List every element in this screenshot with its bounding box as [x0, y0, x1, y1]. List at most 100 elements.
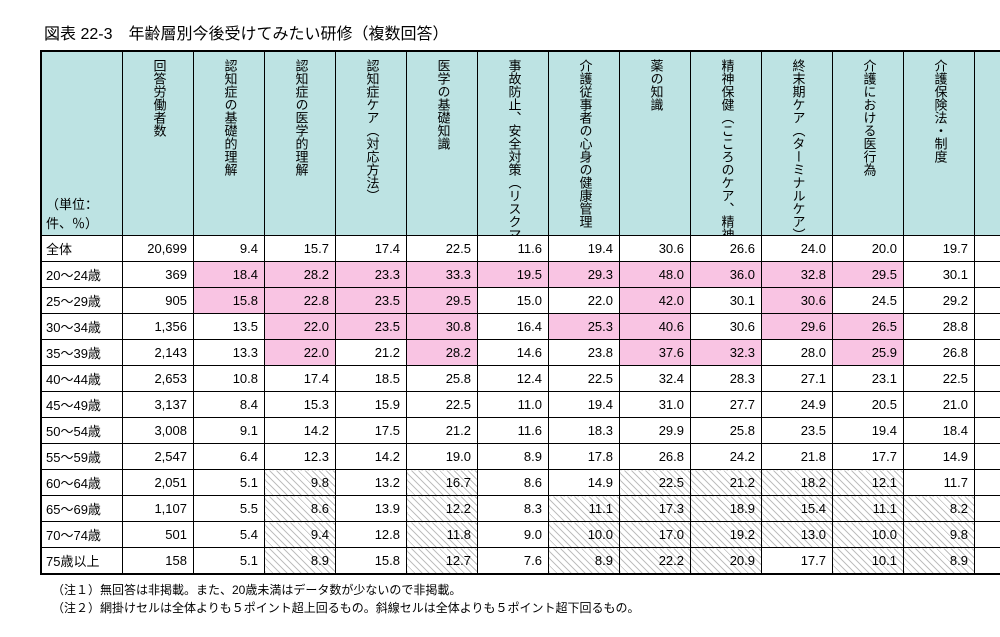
data-cell: 12.1 — [833, 470, 904, 496]
column-header: 認知症の医学的理解 — [265, 51, 336, 236]
data-cell: 14.2 — [336, 444, 407, 470]
data-cell: 15.5 — [975, 314, 1000, 340]
data-cell: 9.1 — [194, 418, 265, 444]
data-cell: 158 — [123, 548, 194, 575]
data-cell: 30.1 — [904, 262, 975, 288]
data-cell: 8.6 — [975, 444, 1000, 470]
data-cell: 9.0 — [478, 522, 549, 548]
data-cell: 28.2 — [407, 340, 478, 366]
data-cell: 10.0 — [549, 522, 620, 548]
data-cell: 11.1 — [549, 496, 620, 522]
table-row: 30～34歳1,35613.522.023.530.816.425.340.63… — [41, 314, 1000, 340]
data-cell: 14.9 — [904, 444, 975, 470]
table-row: 60～64歳2,0515.19.813.216.78.614.922.521.2… — [41, 470, 1000, 496]
data-cell: 17.7 — [762, 548, 833, 575]
data-cell: 13.9 — [336, 496, 407, 522]
data-cell: 9.8 — [904, 522, 975, 548]
data-cell: 21.2 — [407, 418, 478, 444]
data-table: （単位：件、％） 回答労働者数認知症の基礎的理解認知症の医学的理解認知症ケア（対… — [40, 50, 1000, 575]
data-cell: 16.4 — [478, 314, 549, 340]
data-cell: 27.1 — [762, 366, 833, 392]
data-cell: 7.6 — [478, 548, 549, 575]
data-cell: 28.3 — [691, 366, 762, 392]
data-cell: 12.4 — [478, 366, 549, 392]
data-cell: 13.2 — [336, 470, 407, 496]
data-cell: 29.5 — [833, 262, 904, 288]
table-row: 20～24歳36918.428.223.333.319.529.348.036.… — [41, 262, 1000, 288]
data-cell: 12.3 — [265, 444, 336, 470]
data-cell: 15.4 — [762, 496, 833, 522]
data-cell: 10.1 — [975, 548, 1000, 575]
data-cell: 28.2 — [265, 262, 336, 288]
data-cell: 15.9 — [336, 392, 407, 418]
data-cell: 18.2 — [762, 470, 833, 496]
data-cell: 8.9 — [549, 548, 620, 575]
data-cell: 22.5 — [407, 236, 478, 262]
table-row: 25～29歳90515.822.823.529.515.022.042.030.… — [41, 288, 1000, 314]
data-cell: 19.2 — [691, 522, 762, 548]
note-1: （注１）無回答は非掲載。また、20歳未満はデータ数が少ないので非掲載。 — [52, 581, 960, 599]
data-cell: 8.9 — [904, 548, 975, 575]
row-label: 45～49歳 — [41, 392, 123, 418]
data-cell: 3,137 — [123, 392, 194, 418]
data-cell: 9.4 — [194, 236, 265, 262]
data-cell: 12.3 — [975, 366, 1000, 392]
data-cell: 2,143 — [123, 340, 194, 366]
data-cell: 42.0 — [620, 288, 691, 314]
data-cell: 28.0 — [762, 340, 833, 366]
data-cell: 23.5 — [762, 418, 833, 444]
data-cell: 29.5 — [407, 288, 478, 314]
data-cell: 16.7 — [407, 470, 478, 496]
data-cell: 8.6 — [265, 496, 336, 522]
data-cell: 25.9 — [833, 340, 904, 366]
data-cell: 25.8 — [407, 366, 478, 392]
data-cell: 11.6 — [478, 236, 549, 262]
table-row: 55～59歳2,5476.412.314.219.08.917.826.824.… — [41, 444, 1000, 470]
data-cell: 37.6 — [620, 340, 691, 366]
data-cell: 22.0 — [549, 288, 620, 314]
note-2: （注２）網掛けセルは全体よりも５ポイント超上回るもの。斜線セルは全体よりも５ポイ… — [52, 599, 960, 617]
data-cell: 30.6 — [762, 288, 833, 314]
table-row: 75歳以上1585.18.915.812.77.68.922.220.917.7… — [41, 548, 1000, 575]
row-label: 25～29歳 — [41, 288, 123, 314]
data-cell: 18.4 — [194, 262, 265, 288]
data-cell: 15.8 — [336, 548, 407, 575]
data-cell: 18.5 — [336, 366, 407, 392]
notes: （注１）無回答は非掲載。また、20歳未満はデータ数が少ないので非掲載。 （注２）… — [40, 581, 960, 617]
data-cell: 11.7 — [904, 470, 975, 496]
column-header: 回答労働者数 — [123, 51, 194, 236]
data-cell: 29.2 — [904, 288, 975, 314]
data-cell: 7.6 — [975, 522, 1000, 548]
data-cell: 1,356 — [123, 314, 194, 340]
table-row: 50～54歳3,0089.114.217.521.211.618.329.925… — [41, 418, 1000, 444]
data-cell: 14.2 — [265, 418, 336, 444]
table-row: 40～44歳2,65310.817.418.525.812.422.532.42… — [41, 366, 1000, 392]
data-cell: 17.4 — [265, 366, 336, 392]
chart-title: 図表 22-3 年齢層別今後受けてみたい研修（複数回答） — [40, 20, 960, 44]
data-cell: 8.7 — [975, 496, 1000, 522]
data-cell: 10.8 — [194, 366, 265, 392]
data-cell: 13.0 — [762, 522, 833, 548]
data-cell: 21.2 — [691, 470, 762, 496]
data-cell: 48.0 — [620, 262, 691, 288]
column-header: 感染症 — [975, 51, 1000, 236]
table-row: 70～74歳5015.49.412.811.89.010.017.019.213… — [41, 522, 1000, 548]
data-cell: 1,107 — [123, 496, 194, 522]
data-cell: 32.3 — [691, 340, 762, 366]
data-cell: 11.0 — [975, 236, 1000, 262]
data-cell: 17.4 — [336, 236, 407, 262]
data-cell: 20,699 — [123, 236, 194, 262]
table-row: 全体20,6999.415.717.422.511.619.430.626.62… — [41, 236, 1000, 262]
data-cell: 24.5 — [833, 288, 904, 314]
column-header: 介護従事者の心身の健康管理（メンタルヘルス） — [549, 51, 620, 236]
data-cell: 3,008 — [123, 418, 194, 444]
data-cell: 19.4 — [833, 418, 904, 444]
column-header: 精神保健（こころのケア、精神障害） — [691, 51, 762, 236]
row-label: 70～74歳 — [41, 522, 123, 548]
data-cell: 11.6 — [478, 418, 549, 444]
row-label: 60～64歳 — [41, 470, 123, 496]
data-cell: 24.2 — [691, 444, 762, 470]
column-header: 認知症の基礎的理解 — [194, 51, 265, 236]
data-cell: 10.1 — [975, 392, 1000, 418]
data-cell: 12.7 — [407, 548, 478, 575]
